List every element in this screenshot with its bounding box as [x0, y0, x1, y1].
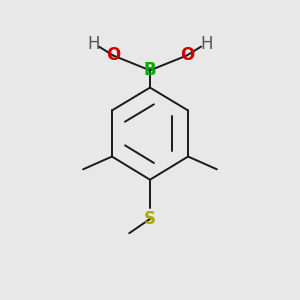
Text: S: S — [144, 210, 156, 228]
Text: O: O — [106, 46, 120, 64]
Text: B: B — [144, 61, 156, 79]
Text: H: H — [87, 35, 100, 53]
Text: H: H — [200, 35, 213, 53]
Text: O: O — [180, 46, 194, 64]
